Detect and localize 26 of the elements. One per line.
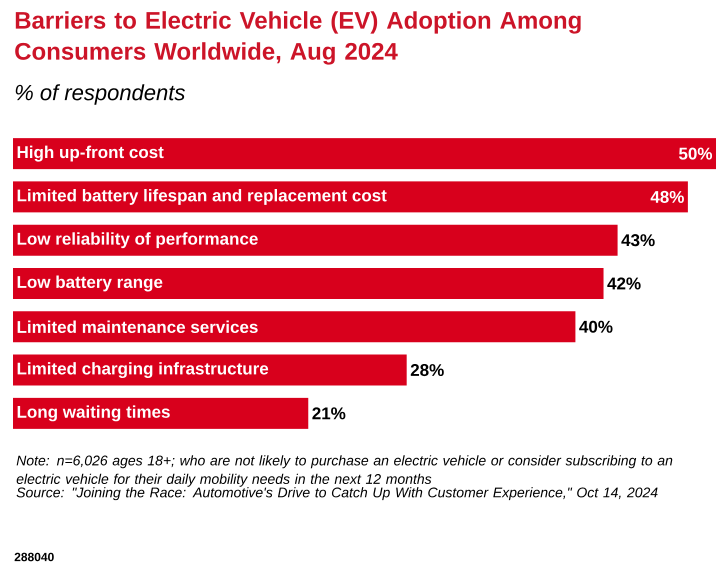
y-tick-label: Limited charging infrastructure <box>18 362 268 378</box>
bar <box>13 138 716 170</box>
chart-subtitle: % of respondents <box>16 84 185 105</box>
data-label: 28% <box>410 364 444 376</box>
data-label: 43% <box>621 234 655 246</box>
bar <box>13 268 604 299</box>
y-tick-label: Limited maintenance services <box>18 320 258 334</box>
y-tick-label: Limited battery lifespan and replacement cost <box>18 189 387 205</box>
bar <box>13 354 407 386</box>
text: Note: n=6,026 ages 18+; who are not likely to purchase an electric vehicle or consider subscribing to an electric vehicle for their daily mobility needs in the next 12 months <box>16 455 672 487</box>
data-label: 40% <box>579 320 613 333</box>
data-label: 48% <box>650 190 684 203</box>
bar <box>13 398 308 429</box>
chart-title: Barriers to Electric Vehicle (EV) Adoption Among Consumers Worldwide, Aug 2024 <box>15 11 581 65</box>
y-tick-label: High up-front cost <box>18 146 164 162</box>
data-label: 21% <box>312 407 346 420</box>
y-tick-label: Low battery range <box>18 276 162 292</box>
y-tick-label: Low reliability of performance <box>18 232 258 248</box>
y-tick-label: Long waiting times <box>18 405 170 422</box>
data-label: 42% <box>607 277 641 290</box>
bar <box>13 311 576 342</box>
bar <box>13 224 618 256</box>
data-label: 50% <box>678 148 712 160</box>
source-note: Source: "Joining the Race: Automotive's Drive to Catch Up With Customer Experience," Oct 14, 2024 <box>16 487 658 500</box>
text: 288040 <box>14 552 54 562</box>
bar <box>13 181 688 212</box>
